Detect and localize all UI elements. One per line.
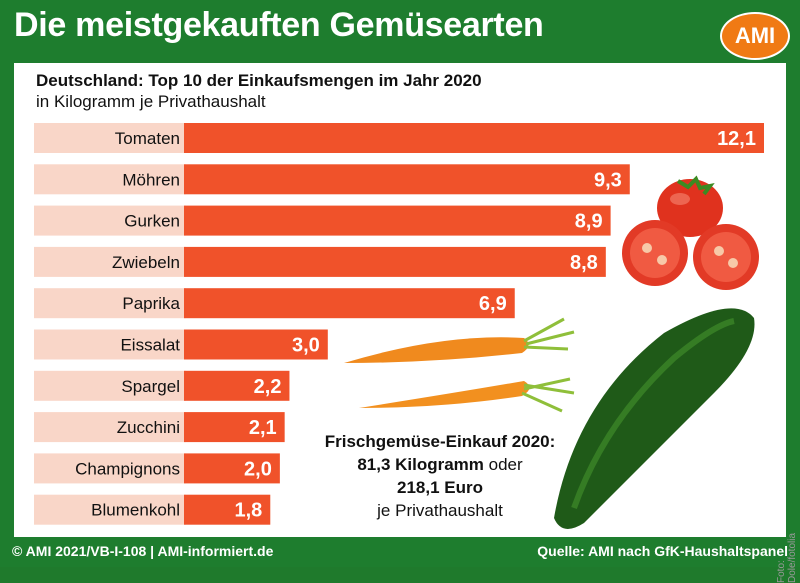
bar bbox=[184, 329, 328, 360]
summary-note: Frischgemüse-Einkauf 2020: 81,3 Kilogram… bbox=[302, 430, 578, 522]
category-label: Möhren bbox=[122, 170, 180, 189]
category-label: Zwiebeln bbox=[112, 253, 180, 272]
note-line4: je Privathaushalt bbox=[377, 501, 503, 520]
bar bbox=[184, 453, 280, 484]
category-label-box bbox=[34, 246, 186, 277]
chart-subtitle: in Kilogramm je Privathaushalt bbox=[36, 92, 266, 111]
bar bbox=[184, 288, 515, 319]
bar bbox=[184, 412, 285, 443]
category-label-box bbox=[34, 123, 186, 153]
footer-source: Quelle: AMI nach GfK-Haushaltspanel bbox=[537, 543, 788, 559]
value-label: 3,0 bbox=[292, 335, 320, 357]
category-label-box bbox=[34, 329, 186, 360]
category-label: Paprika bbox=[122, 294, 180, 313]
category-label-box bbox=[34, 370, 186, 401]
chart-frame: Die meistgekauften Gemüsearten AMI Deuts… bbox=[12, 6, 798, 583]
category-label-box bbox=[34, 205, 186, 236]
chart-panel: Deutschland: Top 10 der Einkaufsmengen i… bbox=[14, 63, 798, 583]
chart-title: Deutschland: Top 10 der Einkaufsmengen i… bbox=[36, 71, 482, 90]
category-label: Tomaten bbox=[115, 129, 180, 148]
category-label-box bbox=[34, 494, 186, 525]
category-label: Champignons bbox=[75, 459, 180, 478]
value-label: 2,2 bbox=[254, 376, 282, 398]
category-label: Zucchini bbox=[117, 418, 180, 437]
footer-copyright: © AMI 2021/VB-I-108 | AMI-informiert.de bbox=[12, 543, 274, 559]
note-euro: 218,1 Euro bbox=[397, 478, 483, 497]
category-label-box bbox=[34, 412, 186, 443]
value-label: 8,9 bbox=[575, 211, 603, 233]
category-label: Spargel bbox=[121, 377, 180, 396]
value-label: 12,1 bbox=[717, 128, 756, 150]
bars-group: Tomaten 12,1 Möhren 9,3 Gurken 8,9 Zwiebeln 8,8… bbox=[34, 123, 764, 525]
note-line1: Frischgemüse-Einkauf 2020: bbox=[324, 432, 556, 451]
tomato-illustration bbox=[622, 175, 759, 290]
value-label: 2,1 bbox=[249, 417, 277, 439]
category-label-box bbox=[34, 164, 186, 195]
bar-chart: Tomaten 12,1 Möhren 9,3 Gurken 8,9 Zwiebeln 8,8… bbox=[34, 123, 764, 529]
bar bbox=[184, 246, 606, 277]
category-label-box bbox=[34, 453, 186, 484]
note-amount: 81,3 Kilogramm bbox=[357, 455, 484, 474]
category-label: Blumenkohl bbox=[91, 501, 180, 520]
ami-logo: AMI bbox=[720, 12, 790, 60]
page-title: Die meistgekauften Gemüsearten bbox=[14, 6, 544, 44]
value-label: 2,0 bbox=[244, 458, 272, 480]
value-label: 6,9 bbox=[479, 293, 507, 315]
carrot-illustration bbox=[344, 317, 575, 413]
bar bbox=[184, 370, 290, 401]
category-label: Eissalat bbox=[120, 336, 180, 355]
bar bbox=[184, 164, 630, 195]
note-connector: oder bbox=[483, 455, 523, 474]
category-label: Gurken bbox=[124, 212, 180, 231]
category-label-box bbox=[34, 288, 186, 319]
value-label: 9,3 bbox=[594, 169, 622, 191]
bar bbox=[184, 123, 764, 153]
bar bbox=[184, 205, 611, 236]
value-label: 1,8 bbox=[234, 500, 262, 522]
value-label: 8,8 bbox=[570, 252, 598, 274]
bar bbox=[184, 494, 271, 525]
cucumber-illustration bbox=[554, 308, 755, 529]
